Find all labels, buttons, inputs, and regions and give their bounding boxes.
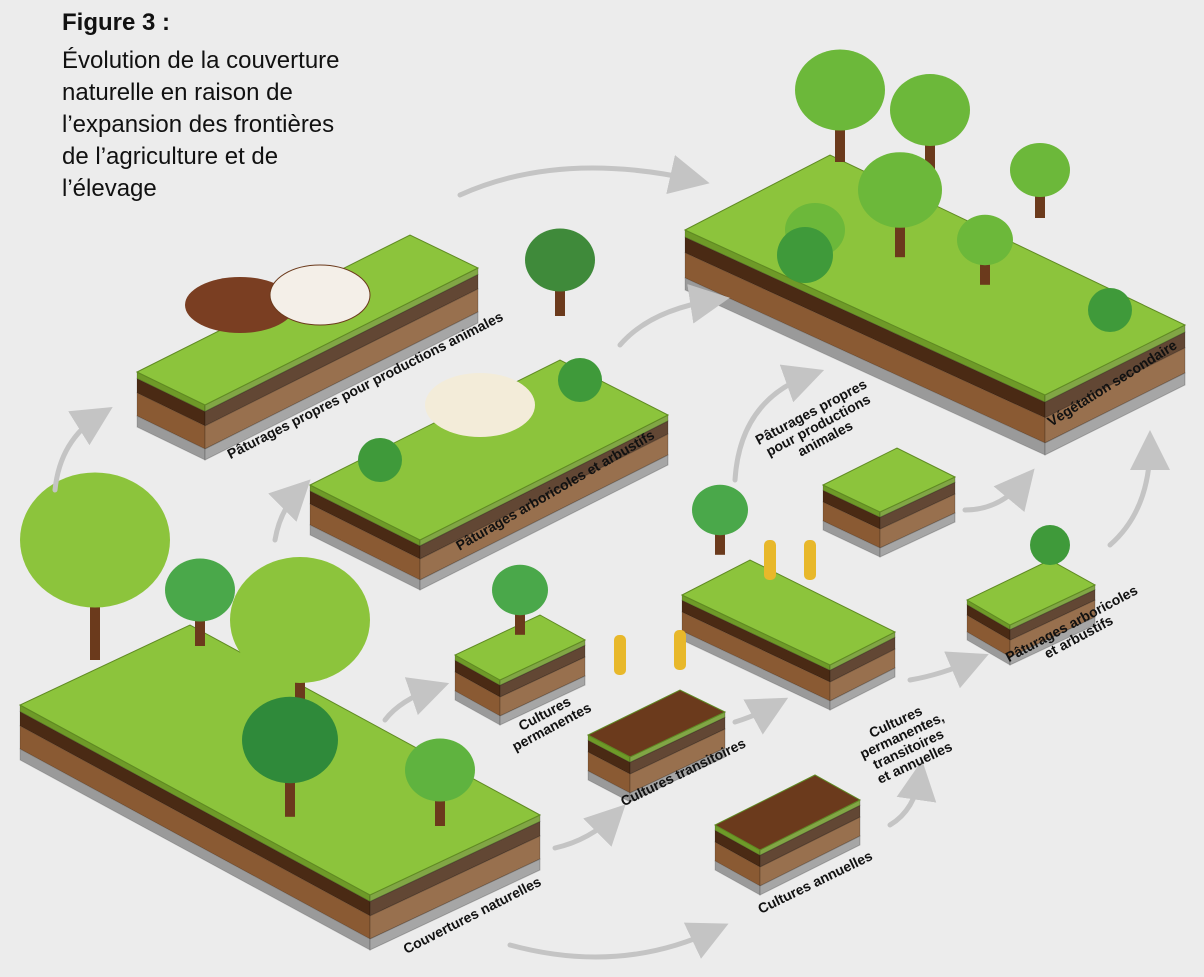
flow-arrow xyxy=(268,479,311,543)
block-side xyxy=(879,512,956,558)
flow-arrow xyxy=(52,407,113,493)
block-top xyxy=(680,559,897,666)
block-top xyxy=(453,614,587,681)
tree-crown xyxy=(242,696,338,784)
flow-arrow xyxy=(382,677,450,723)
tree-crown xyxy=(492,564,548,616)
flow-arrow xyxy=(457,155,710,198)
block-side xyxy=(759,835,861,896)
block-side xyxy=(829,667,896,711)
description-line: l’élevage xyxy=(62,175,157,202)
block-side xyxy=(419,454,669,591)
tree-crown xyxy=(1010,143,1070,197)
description-line: Évolution de la couverture xyxy=(62,47,340,74)
description-line: naturelle en raison de xyxy=(62,79,293,106)
corn xyxy=(804,540,816,580)
block-top xyxy=(821,447,957,513)
tree-crown xyxy=(525,228,595,292)
block-top xyxy=(586,689,727,758)
flow-arrow xyxy=(552,804,626,851)
flow-arrow xyxy=(887,760,937,828)
corn xyxy=(614,635,626,675)
corn xyxy=(674,630,686,670)
bush xyxy=(358,438,402,482)
bush xyxy=(1088,288,1132,332)
block-top xyxy=(965,559,1097,626)
block-side xyxy=(499,675,586,726)
tree-crown xyxy=(230,557,370,683)
figure-title: Figure 3 : xyxy=(62,9,170,36)
description-line: l’expansion des frontières xyxy=(62,111,334,138)
flow-arrow xyxy=(907,651,989,689)
bush xyxy=(1030,525,1070,565)
tree-crown xyxy=(20,472,170,608)
block-side xyxy=(1044,372,1186,456)
block-side xyxy=(204,311,479,461)
tree-crown xyxy=(692,484,748,536)
corn xyxy=(764,540,776,580)
flow-arrow xyxy=(962,468,1035,513)
tree-crown xyxy=(405,738,475,802)
cow xyxy=(269,264,371,326)
bush xyxy=(777,227,833,283)
tree-crown xyxy=(890,74,970,146)
bush xyxy=(558,358,602,402)
flow-arrow xyxy=(617,284,730,348)
block-side xyxy=(369,858,541,951)
block-top xyxy=(713,774,862,851)
tree-crown xyxy=(795,49,885,131)
cow xyxy=(425,373,535,437)
tree-crown xyxy=(858,152,942,228)
tree-crown xyxy=(957,214,1013,266)
flow-arrow xyxy=(732,697,789,735)
block-side xyxy=(629,747,726,803)
description-line: de l’agriculture et de xyxy=(62,143,278,170)
tree-crown xyxy=(165,558,235,622)
block-side xyxy=(1009,616,1096,666)
flow-arrow xyxy=(732,364,825,483)
flow-arrow xyxy=(507,922,729,960)
flow-arrow xyxy=(1107,430,1170,548)
cow xyxy=(185,277,295,333)
